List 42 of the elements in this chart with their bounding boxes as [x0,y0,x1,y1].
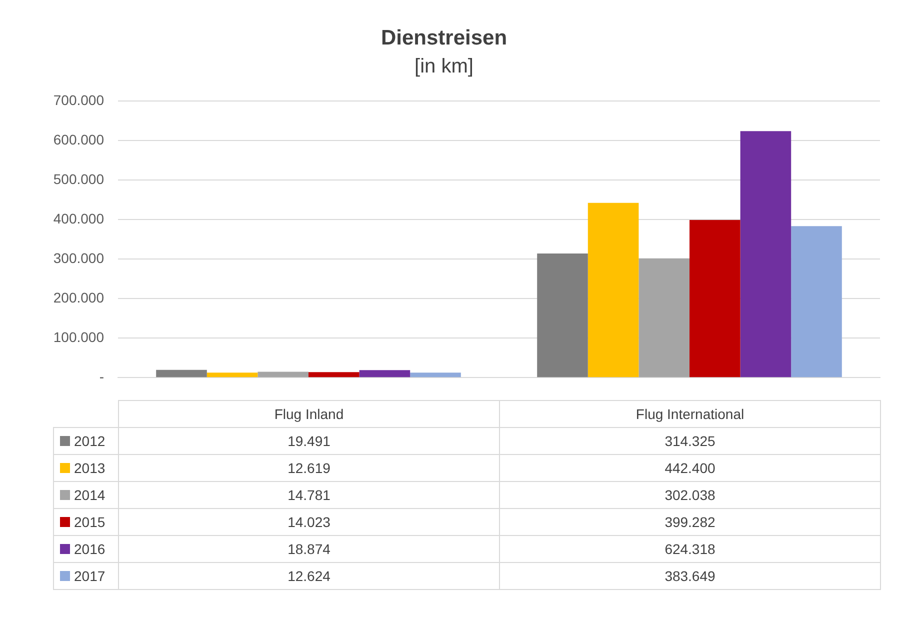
data-label: 624.318 [500,536,880,562]
data-label: 314.325 [500,428,880,454]
legend-label: 2017 [54,562,118,590]
bar [206,372,258,378]
bar [638,258,690,378]
legend-label: 2014 [54,482,118,508]
data-label: 19.491 [118,428,500,454]
bar [156,370,207,378]
data-label: 14.023 [118,508,500,536]
legend-label: 2013 [54,454,118,482]
data-label: 14.781 [118,482,500,508]
data-label: 12.624 [118,562,500,590]
x-tick-label: Flug International [500,400,880,428]
bar [308,372,360,378]
legend-label: 2012 [54,428,118,454]
bar [690,220,740,378]
y-tick-label: 700.000 [53,92,104,108]
y-tick-label: - [99,368,104,384]
bar [258,372,308,378]
data-label: 442.400 [500,454,880,482]
y-tick-label: 500.000 [53,171,104,188]
bar [791,226,842,378]
data-label: 18.874 [118,536,500,562]
x-tick-label: Flug Inland [118,400,500,428]
bar [537,253,588,378]
data-label: 383.649 [500,562,880,590]
y-tick-label: 200.000 [53,289,104,306]
bar [588,202,639,378]
chart-subtitle: [in km] [414,56,474,78]
y-tick-label: 400.000 [53,210,104,227]
bar [359,370,410,378]
bar [740,131,792,378]
data-label: 302.038 [500,482,880,508]
legend-label: 2015 [54,508,118,536]
y-tick-label: 100.000 [53,328,104,345]
chart-title: Dienstreisen [380,26,508,50]
legend-label: 2016 [54,536,118,562]
bar [410,372,461,378]
y-tick-label: 600.000 [53,132,104,148]
y-tick-label: 300.000 [53,250,104,266]
data-label: 12.619 [118,454,500,482]
data-label: 399.282 [500,508,880,536]
